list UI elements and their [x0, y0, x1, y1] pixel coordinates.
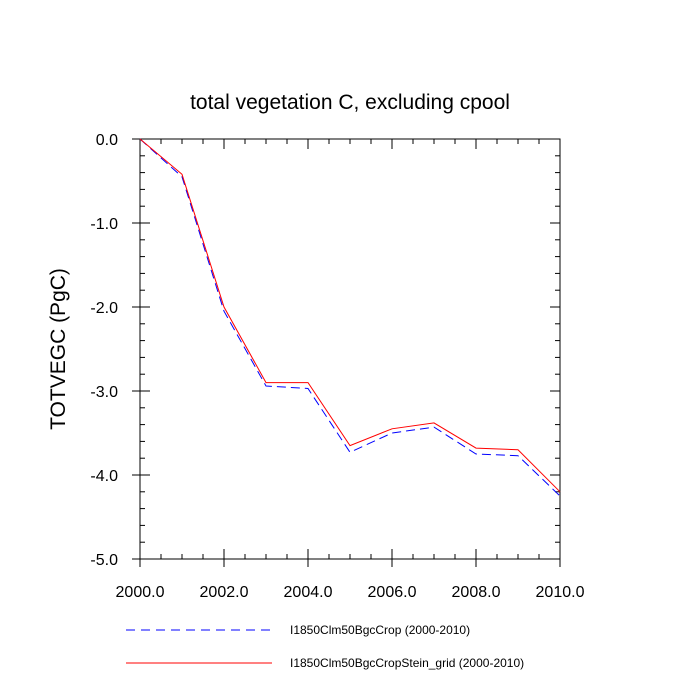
x-tick-label: 2010.0 — [536, 584, 585, 601]
legend: I1850Clm50BgcCrop (2000-2010) I1850Clm50B… — [126, 623, 524, 670]
y-tick-label: -4.0 — [90, 468, 118, 485]
series-layer — [139, 138, 561, 497]
y-tick-label: -3.0 — [90, 384, 118, 401]
x-tick-label: 2008.0 — [452, 584, 501, 601]
y-tick-label: 0.0 — [96, 132, 118, 149]
legend-label-1: I1850Clm50BgcCrop (2000-2010) — [290, 623, 470, 637]
series-line-2 — [139, 138, 561, 493]
x-tick-label: 2006.0 — [368, 584, 417, 601]
tick-labels: 2000.0 2002.0 2004.0 2006.0 2008.0 2010.0 0.0 -… — [90, 132, 584, 601]
legend-label-2: I1850Clm50BgcCropStein_grid (2000-2010) — [290, 656, 524, 670]
y-axis-label: TOTVEGC (PgC) — [47, 268, 70, 430]
x-tick-label: 2004.0 — [284, 584, 333, 601]
plot-frame — [139, 138, 561, 560]
y-tick-label: -2.0 — [90, 300, 118, 317]
axis-ticks — [132, 138, 561, 567]
x-tick-label: 2000.0 — [116, 584, 165, 601]
y-tick-label: -1.0 — [90, 216, 118, 233]
chart-title: total vegetation C, excluding cpool — [190, 91, 510, 114]
series-line-1 — [139, 138, 561, 497]
x-tick-label: 2002.0 — [200, 584, 249, 601]
y-tick-label: -5.0 — [90, 552, 118, 569]
